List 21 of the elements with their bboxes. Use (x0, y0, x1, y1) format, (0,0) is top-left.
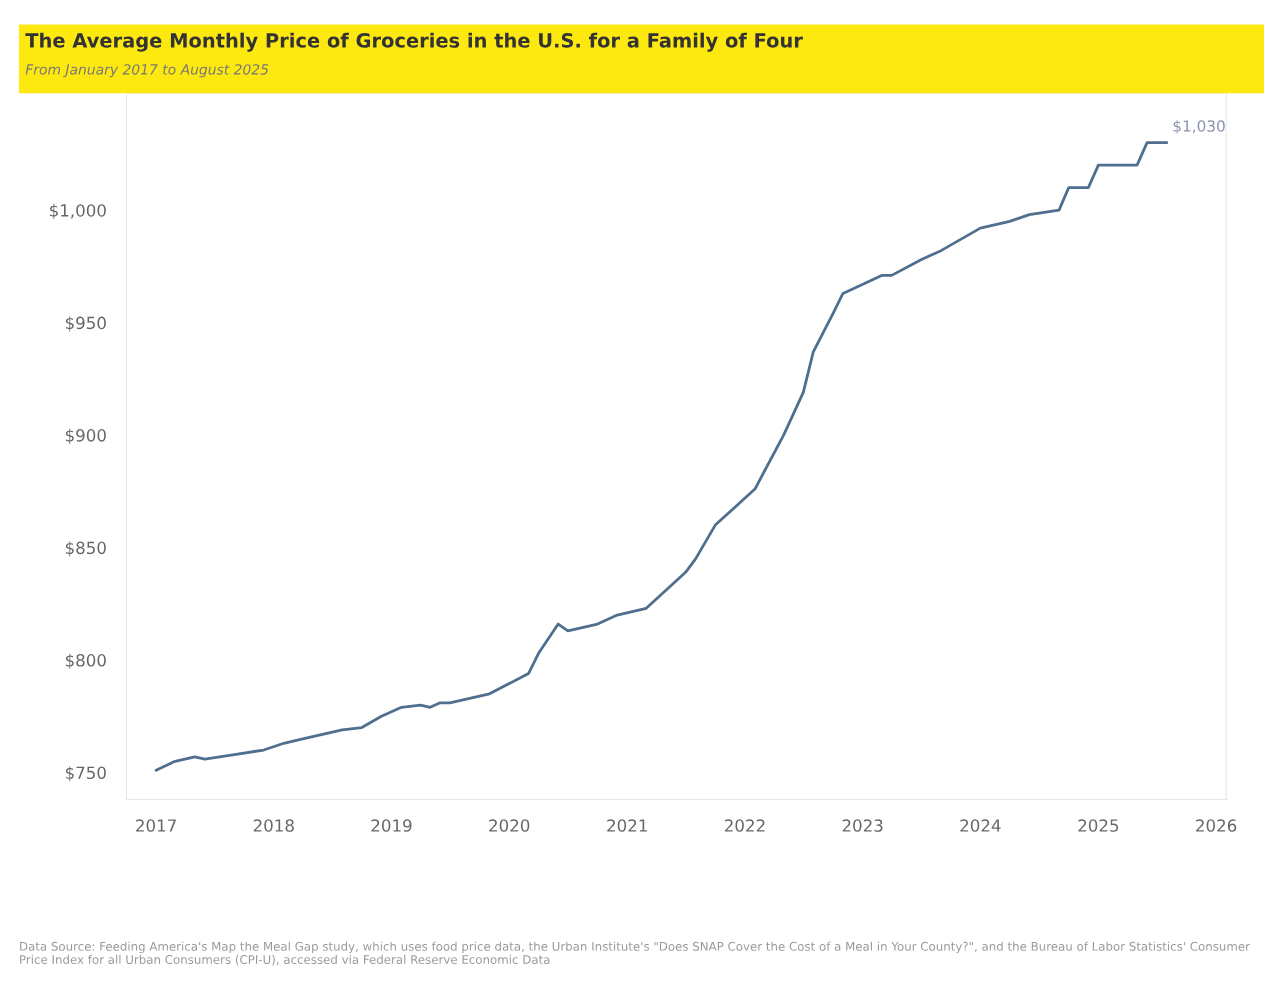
source-note: Data Source: Feeding America's Map the Meal Gap study, which uses food price data, the Urban Institute's "Does SNAP Cover the Cost of a Meal in Your County?", and the Bureau of Labor Statistics' Consumer Price Index for all Urban Consumers (CPI-U), accessed via Federal Reserve Economic Data (20, 941, 1250, 966)
x-tick-label: 2018 (253, 819, 294, 832)
x-tick-label: 2019 (371, 819, 412, 832)
x-tick-label: 2017 (136, 819, 176, 832)
y-tick-label: $900 (65, 428, 106, 444)
x-tick-label: 2025 (1078, 819, 1119, 832)
x-tick-label: 2024 (960, 819, 1001, 832)
x-tick-label: 2022 (724, 819, 765, 832)
x-tick-label: 2021 (607, 819, 647, 832)
chart-title: The Average Monthly Price of Groceries in the U.S. for a Family of Four (25, 32, 803, 52)
chart-subtitle: From January 2017 to August 2025 (25, 64, 269, 78)
x-tick-label: 2020 (489, 819, 530, 832)
y-tick-label: $750 (65, 766, 106, 782)
y-tick-label: $850 (65, 541, 106, 557)
x-tick-label: 2026 (1196, 819, 1237, 832)
line-series (154, 141, 1169, 772)
y-tick-label: $950 (65, 316, 106, 332)
y-tick-label: $800 (65, 653, 106, 669)
y-tick-label: $1,000 (50, 203, 106, 219)
annotation: $1,030 (1173, 119, 1225, 134)
x-tick-label: 2023 (842, 819, 883, 832)
